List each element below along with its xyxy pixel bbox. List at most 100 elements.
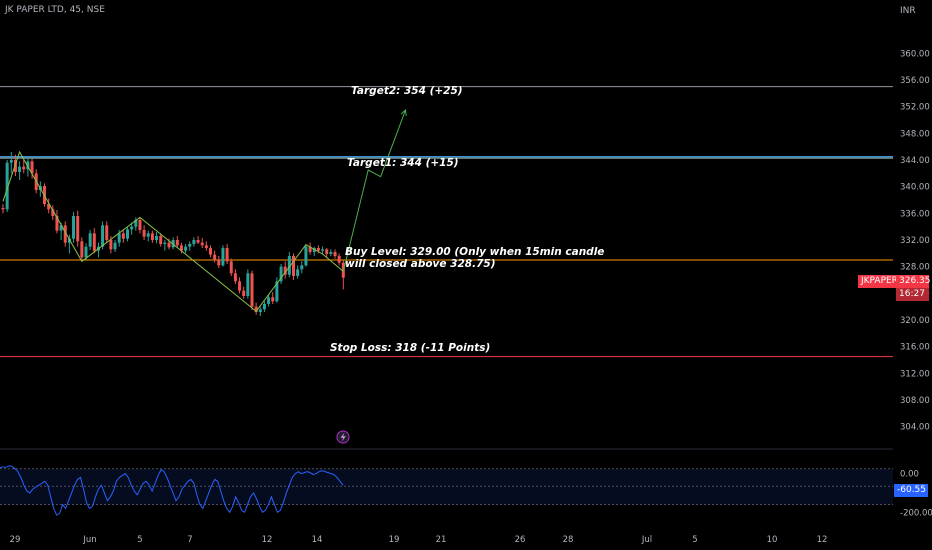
candle-body bbox=[287, 256, 291, 275]
candle-body bbox=[13, 160, 17, 172]
target1-label: Target1: 344 (+15) bbox=[347, 157, 459, 169]
candle-body bbox=[300, 265, 304, 270]
candle-body bbox=[18, 166, 22, 172]
candle-body bbox=[138, 220, 142, 230]
price-tick-label: 348.00 bbox=[900, 129, 930, 139]
candle-body bbox=[175, 240, 179, 246]
candle-body bbox=[196, 240, 200, 243]
candlestick-series bbox=[1, 152, 345, 316]
candle bbox=[258, 306, 262, 316]
candle-body bbox=[51, 209, 55, 216]
candle-body bbox=[246, 273, 250, 296]
candle bbox=[163, 240, 167, 251]
price-tick-label: 344.00 bbox=[900, 156, 930, 166]
candle-body bbox=[47, 204, 51, 210]
candle bbox=[287, 252, 291, 278]
candle bbox=[175, 236, 179, 248]
candle-body bbox=[238, 281, 242, 291]
buy-level-label-line1: Buy Level: 329.00 (Only when 15min candl… bbox=[345, 246, 605, 258]
candle-body bbox=[146, 233, 150, 237]
candle bbox=[142, 225, 146, 240]
indicator-line bbox=[0, 465, 344, 516]
time-tick-label: 5 bbox=[137, 535, 142, 545]
candle-body bbox=[5, 162, 9, 210]
candle-body bbox=[126, 229, 129, 239]
candle-body bbox=[142, 230, 146, 237]
candle-body bbox=[159, 236, 163, 244]
candle-body bbox=[325, 249, 329, 254]
time-axis: 29 Jun 5 7 12 14 19 21 26 28 Jul 5 10 12 bbox=[10, 535, 828, 545]
candle bbox=[130, 222, 134, 235]
price-tick-label: 352.00 bbox=[900, 103, 930, 113]
candle-body bbox=[88, 233, 92, 247]
candle-body bbox=[296, 269, 300, 276]
candle-body bbox=[221, 248, 225, 266]
price-tick-label: 316.00 bbox=[900, 343, 930, 353]
candle bbox=[292, 253, 295, 280]
candle bbox=[225, 244, 229, 264]
candle-body bbox=[163, 242, 167, 244]
candle bbox=[179, 242, 183, 254]
candle bbox=[184, 244, 188, 254]
price-tick-label: 356.00 bbox=[900, 76, 930, 86]
currency-label: INR bbox=[900, 6, 916, 16]
candle bbox=[155, 232, 159, 244]
candle bbox=[88, 230, 92, 250]
candle bbox=[105, 221, 109, 244]
candle-body bbox=[105, 225, 109, 240]
candle-body bbox=[308, 246, 312, 252]
candle bbox=[72, 212, 76, 243]
candle-body bbox=[188, 244, 192, 247]
candle bbox=[113, 240, 117, 252]
time-tick-label: 14 bbox=[312, 535, 323, 545]
projection-arrowhead bbox=[400, 108, 407, 117]
candle-body bbox=[113, 242, 117, 250]
candle bbox=[134, 217, 138, 231]
candle-body bbox=[1, 208, 5, 210]
candle-body bbox=[80, 241, 84, 258]
candle bbox=[67, 234, 71, 254]
candle-body bbox=[130, 226, 134, 230]
indicator-tick-label: -200.00 bbox=[900, 508, 932, 518]
time-tick-label: 21 bbox=[436, 535, 447, 545]
candle-body bbox=[225, 248, 229, 262]
candle bbox=[209, 245, 212, 258]
event-marker-icon[interactable] bbox=[336, 430, 350, 444]
candle-body bbox=[9, 160, 13, 163]
indicator-tick-label: 0.00 bbox=[900, 470, 919, 480]
candle-body bbox=[26, 161, 30, 170]
candle bbox=[55, 210, 59, 234]
candle-body bbox=[233, 273, 237, 282]
candle bbox=[192, 237, 196, 247]
candle bbox=[221, 245, 225, 267]
candle bbox=[30, 158, 34, 179]
time-tick-label: Jun bbox=[82, 535, 96, 545]
candle bbox=[325, 248, 329, 258]
candle-body bbox=[316, 248, 320, 251]
candle-body bbox=[184, 246, 188, 251]
candle-body bbox=[117, 233, 121, 243]
price-tick-label: 320.00 bbox=[900, 316, 930, 326]
price-tick-label: 328.00 bbox=[900, 263, 930, 273]
candle-body bbox=[30, 161, 34, 174]
price-tick-label: 304.00 bbox=[900, 423, 930, 433]
price-badge: 326.35 bbox=[896, 275, 931, 288]
candle bbox=[296, 265, 300, 279]
time-tick-label: 10 bbox=[767, 535, 778, 545]
candle bbox=[279, 264, 283, 284]
candle bbox=[308, 242, 312, 255]
candle bbox=[321, 246, 325, 255]
candle-body bbox=[304, 246, 308, 266]
symbol-legend[interactable]: JK PAPER LTD, 45, NSE bbox=[5, 5, 105, 15]
price-tick-label: 332.00 bbox=[900, 236, 930, 246]
candle-body bbox=[150, 233, 154, 240]
candle-body bbox=[242, 290, 246, 296]
candle-body bbox=[321, 249, 325, 251]
candle bbox=[275, 277, 279, 303]
price-tick-label: 308.00 bbox=[900, 396, 930, 406]
drawing-lines bbox=[2, 108, 407, 313]
candle-body bbox=[217, 260, 221, 266]
candle-body bbox=[337, 256, 341, 263]
candle-body bbox=[312, 248, 316, 252]
